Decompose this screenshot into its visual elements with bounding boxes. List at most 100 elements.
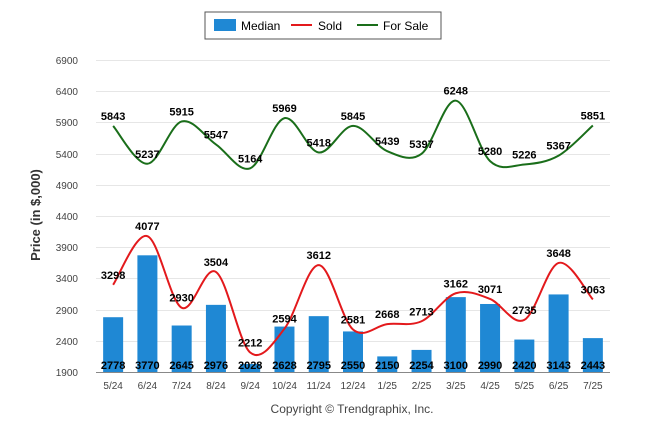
median-bar-label: 3143	[546, 360, 570, 372]
y-tick-label: 5400	[56, 150, 79, 161]
median-bar	[582, 338, 603, 372]
median-bar-label: 3100	[444, 360, 468, 372]
median-bar-label: 2795	[306, 360, 330, 372]
x-tick-label: 7/25	[583, 381, 603, 392]
median-bar-label: 2976	[204, 360, 228, 372]
y-axis-label: Price (in $,000)	[28, 169, 43, 261]
y-axis-ticks: 1900 2400 2900 3400 3900 4400 4900 5400 5900 6400…	[56, 56, 79, 379]
x-tick-label: 12/24	[340, 381, 365, 392]
sold-point-label: 2713	[409, 306, 433, 318]
median-bar	[343, 331, 363, 372]
median-bar	[137, 255, 158, 372]
legend-label-for-sale: For Sale	[383, 19, 429, 33]
sold-point-label: 3504	[204, 257, 229, 269]
sold-point-label: 2735	[512, 305, 536, 317]
median-bar	[548, 294, 569, 372]
x-tick-label: 9/24	[240, 381, 260, 392]
y-tick-label: 4400	[56, 212, 79, 223]
for-sale-point-label: 5969	[272, 103, 296, 115]
median-bar	[205, 304, 226, 372]
median-bar	[103, 317, 124, 372]
data-labels: 2778 3770 2645 2976 2028 2628 2795 2550 2150 2254…	[101, 86, 605, 372]
median-bar	[514, 339, 535, 372]
median-bar-label: 3770	[135, 360, 159, 372]
x-tick-label: 2/25	[412, 381, 432, 392]
for-sale-point-label: 5418	[306, 137, 330, 149]
sold-point-label: 2930	[169, 293, 193, 305]
x-tick-label: 5/25	[515, 381, 535, 392]
median-bar	[377, 356, 398, 372]
legend-swatch-median	[214, 19, 236, 31]
median-bar-label: 2254	[409, 360, 434, 372]
for-sale-point-label: 5547	[204, 129, 228, 141]
legend-label-sold: Sold	[318, 19, 342, 33]
median-bar-label: 2645	[169, 360, 193, 372]
for-sale-point-label: 5845	[341, 111, 365, 123]
for-sale-point-label: 5280	[478, 146, 502, 158]
sold-point-label: 3162	[444, 278, 468, 290]
median-bar	[411, 349, 432, 372]
sold-point-label: 2212	[238, 338, 262, 350]
sold-line	[112, 235, 594, 356]
median-bar-label: 2150	[375, 360, 399, 372]
median-bar-label: 2420	[512, 360, 536, 372]
for-sale-point-label: 5851	[581, 110, 605, 122]
for-sale-point-label: 5164	[238, 153, 263, 165]
legend-box	[204, 11, 442, 40]
for-sale-point-label: 5915	[169, 106, 193, 118]
median-bar	[274, 326, 295, 372]
y-tick-label: 2400	[56, 337, 79, 348]
x-axis-ticks: 5/24 6/24 7/24 8/24 9/24 10/24 11/24 12/24 1/25 2…	[103, 381, 603, 392]
x-tick-label: 6/24	[138, 381, 158, 392]
median-bar-label: 2443	[581, 360, 605, 372]
median-bar	[480, 303, 501, 372]
y-tick-label: 3400	[56, 274, 79, 285]
median-bar	[240, 364, 261, 372]
for-sale-point-label: 5237	[135, 149, 159, 161]
x-tick-label: 8/24	[206, 381, 226, 392]
median-bar-label: 2778	[101, 360, 125, 372]
for-sale-point-label: 5367	[546, 141, 570, 153]
sold-point-label: 3612	[306, 250, 330, 262]
sold-point-label: 2594	[272, 314, 297, 326]
x-tick-label: 1/25	[378, 381, 398, 392]
sold-point-label: 3063	[581, 284, 605, 296]
median-bar-label: 2628	[272, 360, 296, 372]
sold-point-label: 3648	[546, 248, 570, 260]
for-sale-point-label: 5843	[101, 111, 125, 123]
y-tick-label: 5900	[56, 118, 79, 129]
sold-point-label: 2581	[341, 315, 365, 327]
y-tick-label: 3900	[56, 243, 79, 254]
sold-point-label: 3298	[101, 270, 125, 282]
x-tick-label: 5/24	[103, 381, 123, 392]
sold-point-label: 4077	[135, 221, 159, 233]
median-bar-label: 2990	[478, 360, 502, 372]
median-bar-label: 2550	[341, 360, 365, 372]
y-tick-label: 6400	[56, 87, 79, 98]
sold-point-label: 3071	[478, 284, 502, 296]
y-tick-label: 4900	[56, 181, 79, 192]
copyright: Copyright © Trendgraphix, Inc.	[271, 402, 434, 416]
median-bar	[171, 325, 192, 372]
legend-label-median: Median	[241, 19, 280, 33]
x-tick-label: 4/25	[480, 381, 500, 392]
y-tick-label: 1900	[56, 368, 79, 379]
median-bar-label: 2028	[238, 360, 262, 372]
x-tick-label: 3/25	[446, 381, 466, 392]
median-bars	[103, 255, 603, 372]
for-sale-point-label: 6248	[444, 86, 468, 98]
x-tick-label: 10/24	[272, 381, 297, 392]
for-sale-point-label: 5439	[375, 136, 399, 148]
y-tick-label: 6900	[56, 56, 79, 67]
for-sale-point-label: 5397	[409, 139, 433, 151]
x-tick-label: 7/24	[172, 381, 192, 392]
for-sale-point-label: 5226	[512, 149, 536, 161]
x-tick-label: 11/24	[307, 381, 332, 392]
sold-point-label: 2668	[375, 309, 399, 321]
x-tick-label: 6/25	[549, 381, 569, 392]
y-tick-label: 2900	[56, 306, 79, 317]
for-sale-line	[112, 99, 594, 170]
median-bar	[445, 297, 466, 372]
series-lines	[112, 99, 594, 356]
